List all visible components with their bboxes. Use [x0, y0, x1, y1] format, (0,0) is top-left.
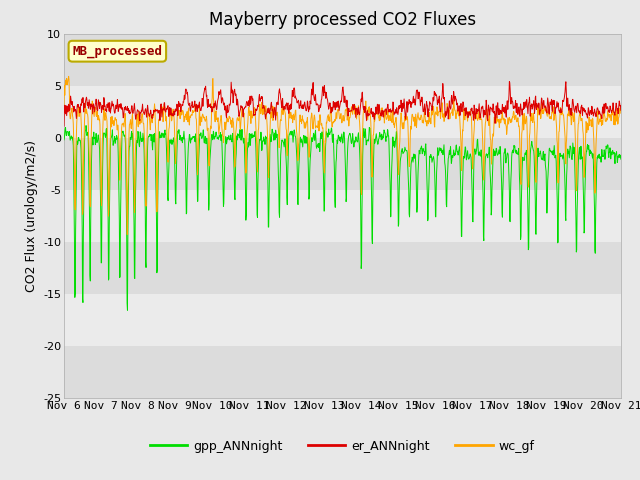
Legend: gpp_ANNnight, er_ANNnight, wc_gf: gpp_ANNnight, er_ANNnight, wc_gf: [145, 435, 540, 458]
Bar: [64, 138, 621, 190]
Bar: [64, 86, 621, 138]
Bar: [64, 190, 621, 242]
Bar: [64, 294, 621, 346]
Title: Mayberry processed CO2 Fluxes: Mayberry processed CO2 Fluxes: [209, 11, 476, 29]
Bar: [64, 34, 621, 86]
Bar: [64, 346, 621, 398]
Text: MB_processed: MB_processed: [72, 45, 163, 58]
Bar: [64, 242, 621, 294]
Y-axis label: CO2 Flux (urology/m2/s): CO2 Flux (urology/m2/s): [24, 140, 38, 292]
